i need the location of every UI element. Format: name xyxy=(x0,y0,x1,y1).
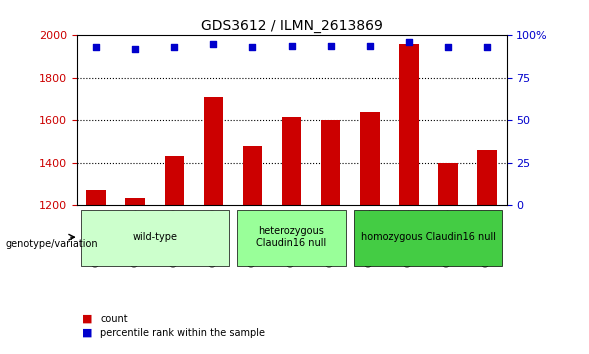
Point xyxy=(365,43,375,48)
Bar xyxy=(243,146,262,354)
Bar xyxy=(350,35,389,205)
Point xyxy=(443,45,452,50)
Bar xyxy=(164,156,184,354)
Point xyxy=(248,45,257,50)
Point xyxy=(209,41,218,47)
Point xyxy=(91,45,101,50)
Bar xyxy=(360,112,379,354)
Bar xyxy=(233,35,272,205)
Bar xyxy=(389,35,428,205)
Bar xyxy=(438,163,458,354)
Bar xyxy=(468,35,507,205)
Text: homozygous Claudin16 null: homozygous Claudin16 null xyxy=(361,232,496,242)
Point xyxy=(131,46,140,52)
Point xyxy=(326,43,335,48)
Bar xyxy=(272,35,311,205)
Bar xyxy=(477,150,497,354)
FancyBboxPatch shape xyxy=(355,210,502,266)
Bar xyxy=(204,97,223,354)
Text: wild-type: wild-type xyxy=(133,232,177,242)
Bar xyxy=(194,35,233,205)
Text: count: count xyxy=(100,314,128,324)
Bar xyxy=(115,35,155,205)
Bar xyxy=(87,190,106,354)
Text: ■: ■ xyxy=(82,314,93,324)
Bar xyxy=(321,120,340,354)
Point xyxy=(170,45,179,50)
Point xyxy=(482,45,492,50)
Title: GDS3612 / ILMN_2613869: GDS3612 / ILMN_2613869 xyxy=(201,19,382,33)
Point xyxy=(287,43,296,48)
Bar xyxy=(428,35,468,205)
Text: percentile rank within the sample: percentile rank within the sample xyxy=(100,328,265,338)
Point xyxy=(404,39,413,45)
Text: genotype/variation: genotype/variation xyxy=(6,239,98,249)
FancyBboxPatch shape xyxy=(81,210,229,266)
Text: heterozygous
Claudin16 null: heterozygous Claudin16 null xyxy=(256,226,327,248)
Text: ■: ■ xyxy=(82,328,93,338)
Bar xyxy=(311,35,350,205)
Bar xyxy=(77,35,115,205)
Bar xyxy=(155,35,194,205)
Bar xyxy=(399,44,419,354)
Bar xyxy=(125,198,145,354)
Bar xyxy=(282,117,302,354)
FancyBboxPatch shape xyxy=(237,210,346,266)
